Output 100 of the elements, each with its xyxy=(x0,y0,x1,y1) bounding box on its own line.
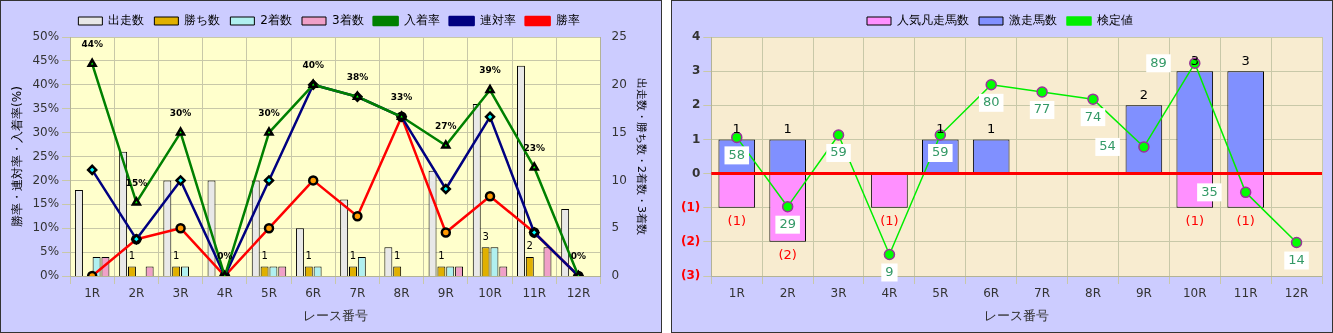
data-label: 58 xyxy=(728,146,746,162)
y-axis-title: 勝率・連対率・入着率(%) xyxy=(10,86,25,227)
y2-tick-label: 15 xyxy=(611,124,627,139)
y-tick-label: 10% xyxy=(32,220,60,235)
x-tick-label: 8R xyxy=(393,286,410,301)
y-tick-label: 35% xyxy=(32,100,60,115)
data-label: 1 xyxy=(394,250,401,262)
x-tick-label: 10R xyxy=(478,286,502,301)
data-label: 1 xyxy=(732,120,741,136)
data-label: 35 xyxy=(1201,183,1218,199)
data-label: 54 xyxy=(1099,138,1116,154)
data-label: 3 xyxy=(482,230,489,242)
y-tick-label: 50% xyxy=(32,29,60,44)
data-label: 14 xyxy=(1288,251,1305,267)
legend-label: 人気凡走馬数 xyxy=(897,13,969,28)
x-axis-title: レース番号 xyxy=(302,307,368,323)
y2-tick-label: 20 xyxy=(611,76,627,91)
y-tick-label: (2) xyxy=(680,233,701,248)
x-tick-label: 3R xyxy=(172,286,189,301)
x-tick-label: 12R xyxy=(566,286,591,301)
x-tick-label: 10R xyxy=(1182,286,1207,301)
data-label: 30% xyxy=(258,107,280,118)
data-label: 44% xyxy=(81,39,103,50)
x-tick-label: 4R xyxy=(216,286,233,301)
data-label: 59 xyxy=(932,144,949,160)
data-label: 89 xyxy=(1150,54,1167,70)
y-tick-label: 45% xyxy=(32,53,60,68)
data-label: 1 xyxy=(349,250,357,262)
data-label: 38% xyxy=(346,72,369,83)
data-label: 33% xyxy=(390,92,413,103)
x-tick-label: 12R xyxy=(1284,286,1309,301)
legend-label: 入着率 xyxy=(403,13,440,28)
data-label: 1 xyxy=(172,250,180,262)
legend-label: 3着数 xyxy=(332,13,364,28)
x-tick-label: 5R xyxy=(261,286,277,301)
y-tick-label: (1) xyxy=(680,199,701,214)
x-tick-label: 9R xyxy=(437,286,454,301)
data-label: 80 xyxy=(982,94,1000,110)
data-label: (2) xyxy=(778,247,797,263)
data-label: 0% xyxy=(570,251,587,262)
data-label: 1 xyxy=(438,250,445,262)
legend-label: 勝率 xyxy=(555,13,580,28)
legend-label: 出走数 xyxy=(108,13,145,28)
data-label: (1) xyxy=(1185,213,1204,229)
data-label: 77 xyxy=(1033,101,1051,117)
y2-axis-title: 出走数・勝ち数・2着数・3着数 xyxy=(634,78,648,235)
legend-label: 2着数 xyxy=(260,13,293,28)
x-tick-label: 7R xyxy=(349,286,366,301)
x-tick-label: 7R xyxy=(1034,286,1051,301)
data-label: 27% xyxy=(435,120,457,131)
y2-tick-label: 5 xyxy=(611,220,620,235)
data-label: (1) xyxy=(880,213,899,229)
y-tick-label: 40% xyxy=(32,76,60,91)
legend-label: 勝ち数 xyxy=(184,13,221,28)
y-tick-label: 1 xyxy=(691,131,701,146)
x-tick-label: 1R xyxy=(728,286,745,301)
data-label: (1) xyxy=(1236,213,1255,229)
y-tick-label: 0 xyxy=(691,165,701,180)
x-axis-title: レース番号 xyxy=(984,307,1050,323)
x-tick-label: 9R xyxy=(1135,286,1152,301)
data-label: 29 xyxy=(779,216,796,232)
legend-label: 検定値 xyxy=(1097,13,1133,28)
y-tick-label: 4 xyxy=(691,29,701,44)
y-tick-label: 25% xyxy=(32,148,60,163)
y-tick-label: 3 xyxy=(691,63,701,78)
y-tick-label: 2 xyxy=(691,97,701,112)
data-label: 1 xyxy=(987,120,996,136)
x-tick-label: 11R xyxy=(1233,286,1258,301)
data-label: 9 xyxy=(885,263,894,279)
y-tick-label: 30% xyxy=(32,124,60,139)
data-label: 30% xyxy=(169,107,192,118)
x-tick-label: 4R xyxy=(881,286,898,301)
x-tick-label: 6R xyxy=(305,286,322,301)
legend-label: 連対率 xyxy=(479,13,516,28)
data-label: 1 xyxy=(128,250,136,262)
data-label: 2 xyxy=(1139,86,1149,102)
data-label: 1 xyxy=(305,250,312,262)
y-tick-label: 5% xyxy=(40,244,60,259)
y2-tick-label: 10 xyxy=(611,172,627,187)
data-label: 74 xyxy=(1084,108,1102,124)
x-tick-label: 3R xyxy=(830,286,847,301)
x-tick-label: 5R xyxy=(932,286,949,301)
data-label: (1) xyxy=(727,213,746,229)
data-label: 39% xyxy=(479,65,501,76)
y-tick-label: 0% xyxy=(40,268,60,283)
data-label: 59 xyxy=(830,144,847,160)
data-label: 2 xyxy=(526,240,533,252)
x-tick-label: 2R xyxy=(128,286,145,301)
x-tick-label: 2R xyxy=(779,286,796,301)
y2-tick-label: 25 xyxy=(611,29,627,44)
data-label: 3 xyxy=(1241,52,1250,68)
y2-tick-label: 0 xyxy=(611,268,620,283)
x-tick-label: 8R xyxy=(1085,286,1101,301)
data-label: 40% xyxy=(302,60,324,71)
x-tick-label: 11R xyxy=(522,286,547,301)
x-tick-label: 6R xyxy=(983,286,1000,301)
x-tick-label: 1R xyxy=(84,286,101,301)
data-label: 1 xyxy=(783,120,792,136)
y-tick-label: (3) xyxy=(680,268,701,283)
legend-label: 激走馬数 xyxy=(1009,13,1057,28)
